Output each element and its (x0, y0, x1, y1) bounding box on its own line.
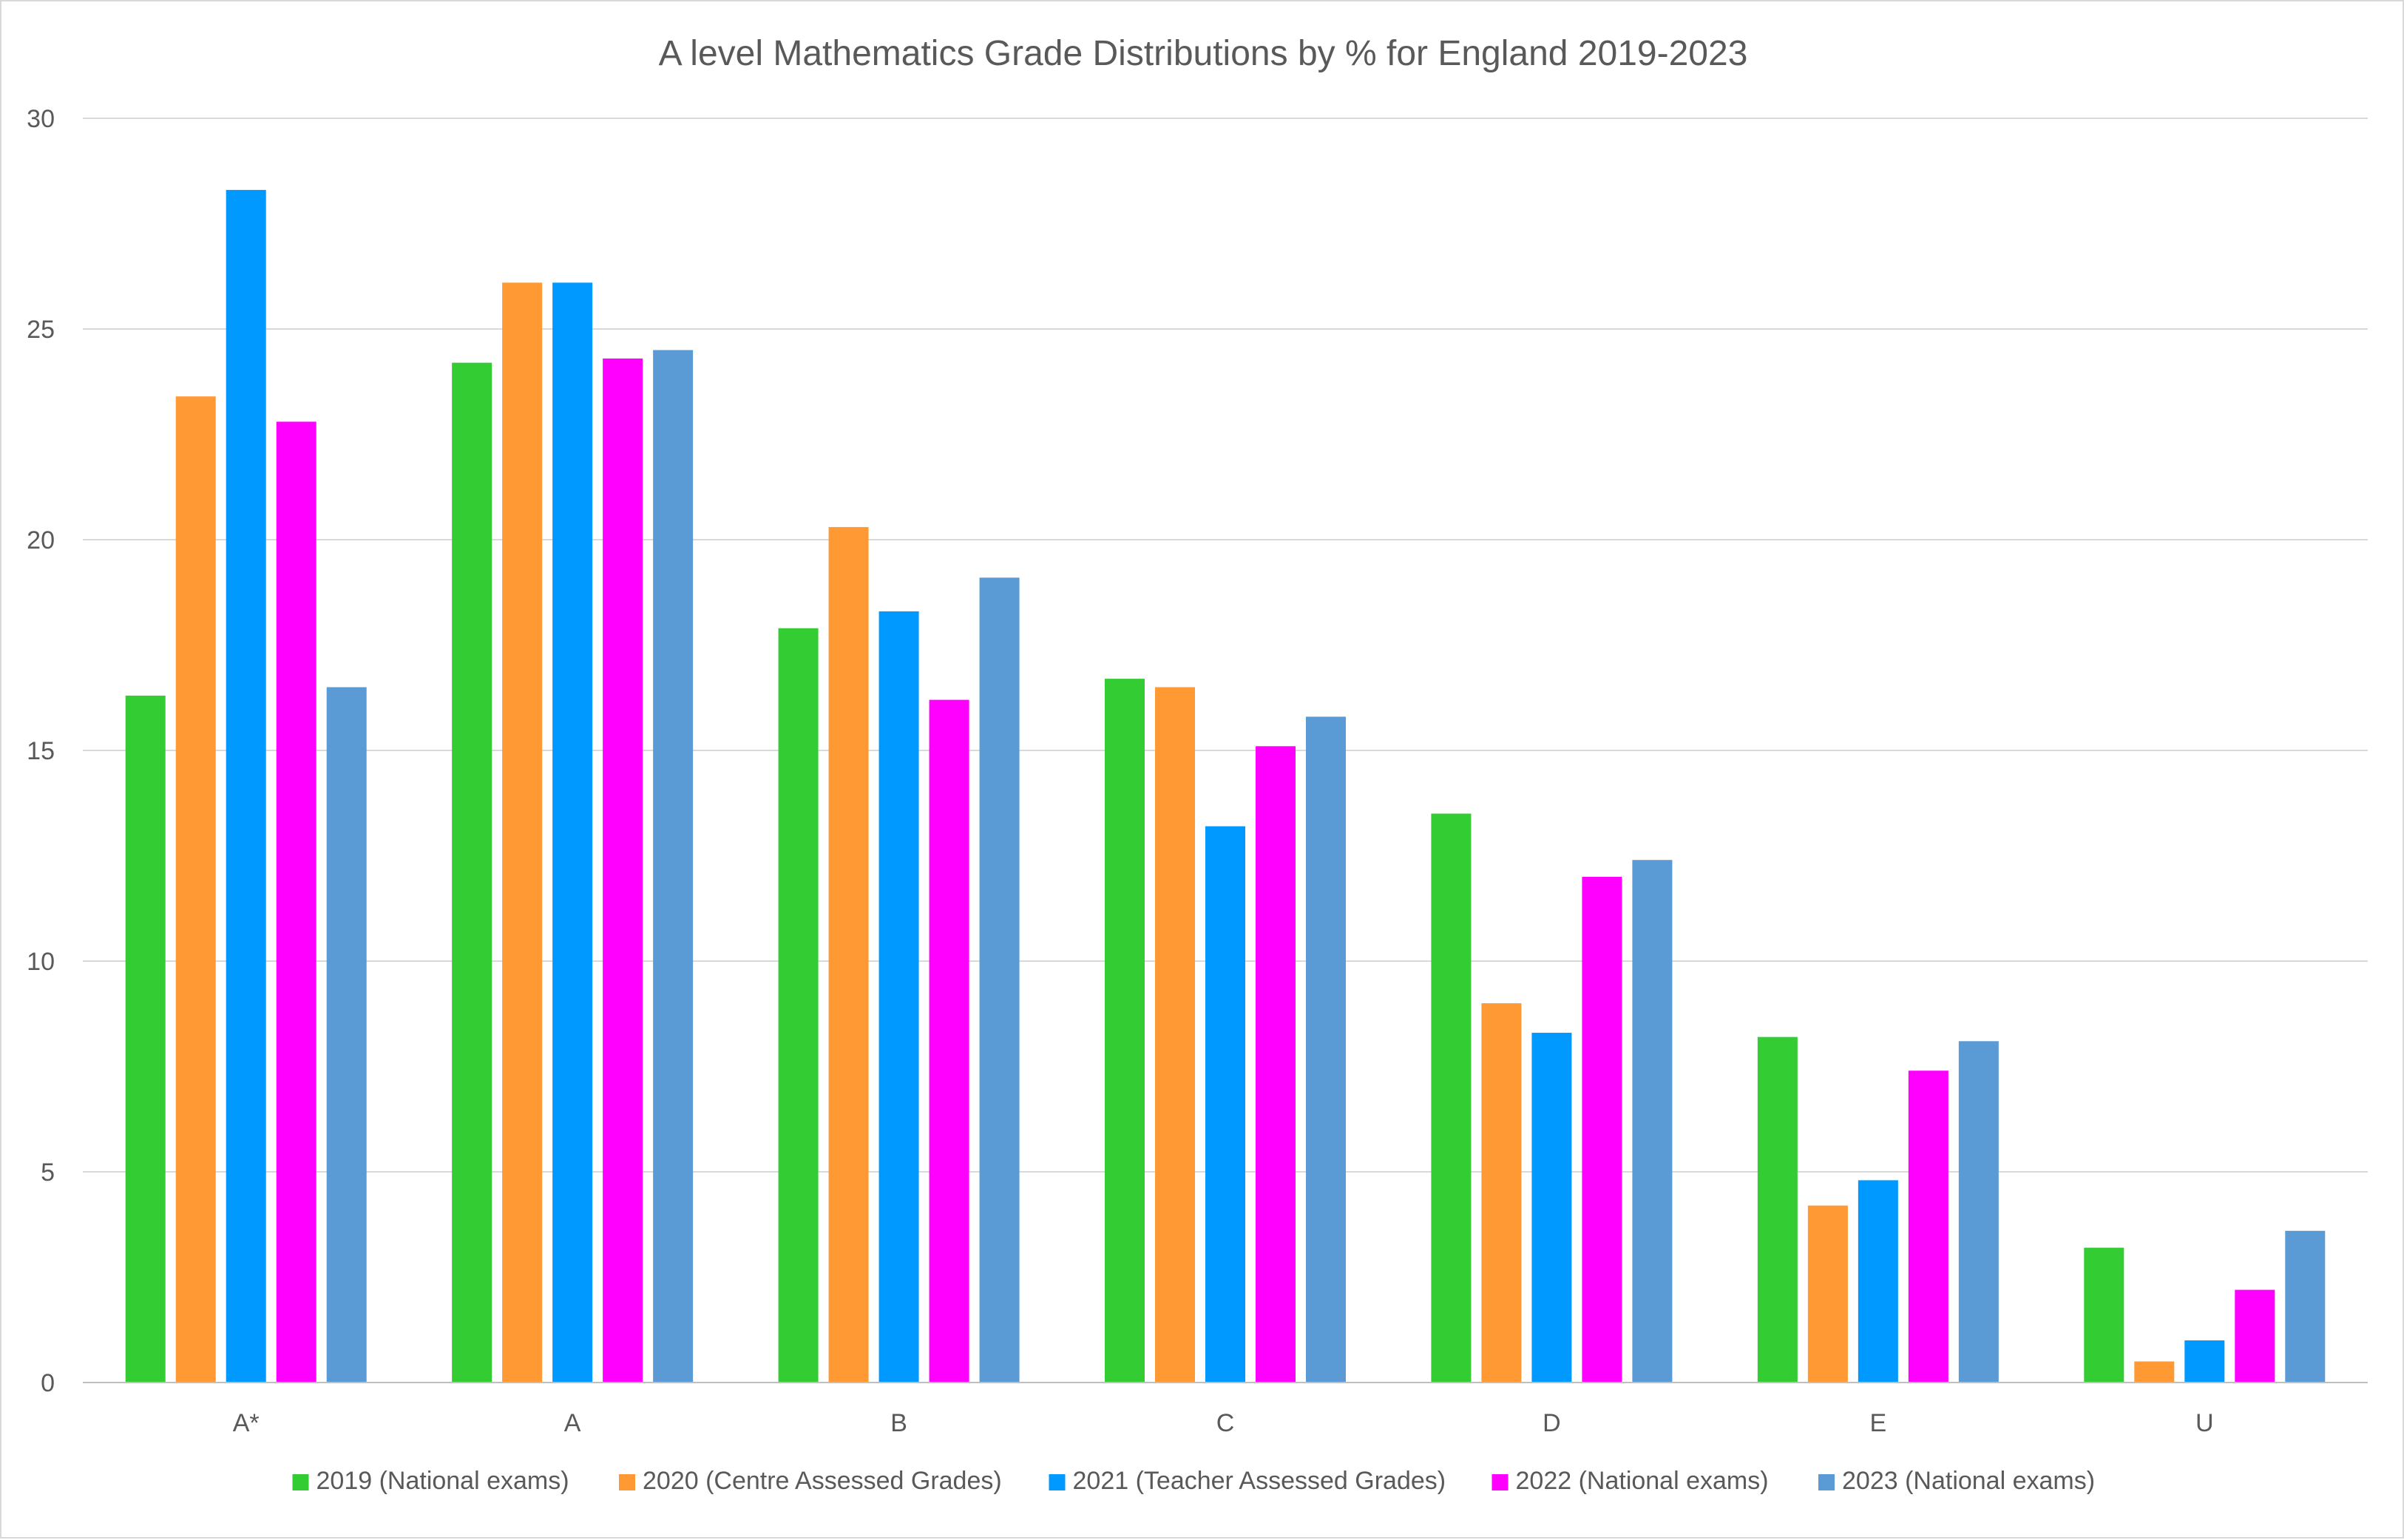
legend-label: 2020 (Centre Assessed Grades) (643, 1467, 1002, 1495)
bar-astar-series-1 (175, 396, 216, 1383)
legend: 2019 (National exams) 2020 (Centre Assess… (292, 1467, 2095, 1495)
bar-u-series-0 (2084, 1247, 2124, 1383)
bar-d-series-1 (1481, 1003, 1522, 1383)
bar-b-series-3 (929, 699, 969, 1383)
bars (125, 189, 2326, 1383)
legend-item: 2019 (National exams) (292, 1467, 569, 1495)
x-axis-ticks: A* A B C D E U (233, 1409, 2214, 1437)
y-tick-label: 30 (27, 105, 55, 133)
x-tick-label: A (564, 1409, 581, 1437)
legend-swatch (1049, 1474, 1066, 1490)
bar-b-series-4 (979, 577, 1020, 1383)
bar-a-series-4 (653, 350, 694, 1383)
bar-d-series-0 (1431, 813, 1472, 1383)
bar-d-series-2 (1531, 1032, 1572, 1383)
bar-b-series-2 (878, 611, 919, 1383)
bar-a-series-1 (502, 282, 543, 1383)
y-tick-label: 25 (27, 316, 55, 344)
legend-swatch (1492, 1474, 1509, 1490)
bar-a-series-2 (552, 282, 593, 1383)
x-tick-label: D (1543, 1409, 1561, 1437)
bar-b-series-1 (828, 526, 869, 1383)
y-tick-label: 15 (27, 737, 55, 765)
legend-item: 2023 (National exams) (1818, 1467, 2095, 1495)
x-tick-label: U (2195, 1409, 2214, 1437)
legend-item: 2020 (Centre Assessed Grades) (619, 1467, 1002, 1495)
legend-swatch (292, 1474, 309, 1490)
bar-a-series-3 (603, 358, 643, 1383)
y-tick-label: 0 (41, 1369, 55, 1397)
bar-c-series-2 (1205, 826, 1245, 1383)
bar-e-series-3 (1908, 1071, 1948, 1383)
bar-u-series-4 (2285, 1230, 2326, 1383)
bar-e-series-4 (1958, 1041, 1999, 1383)
legend-label: 2022 (National exams) (1516, 1467, 1769, 1495)
y-axis-ticks: 0 5 10 15 20 25 30 (27, 105, 55, 1397)
x-tick-label: B (890, 1409, 907, 1437)
legend-item: 2021 (Teacher Assessed Grades) (1049, 1467, 1446, 1495)
bar-e-series-0 (1757, 1037, 1798, 1383)
bar-u-series-2 (2184, 1340, 2225, 1383)
bar-c-series-0 (1105, 679, 1145, 1383)
x-tick-label: A* (233, 1409, 260, 1437)
x-tick-label: E (1870, 1409, 1887, 1437)
bar-c-series-1 (1155, 687, 1195, 1383)
bar-astar-series-0 (125, 695, 166, 1383)
bar-d-series-4 (1632, 860, 1673, 1383)
legend-label: 2021 (Teacher Assessed Grades) (1073, 1467, 1446, 1495)
bar-u-series-1 (2134, 1361, 2175, 1383)
legend-label: 2023 (National exams) (1842, 1467, 2095, 1495)
y-tick-label: 20 (27, 526, 55, 554)
bar-a-series-0 (452, 362, 492, 1383)
bar-astar-series-4 (326, 687, 367, 1383)
chart-title: A level Mathematics Grade Distributions … (659, 34, 1748, 73)
bar-astar-series-3 (276, 421, 316, 1383)
bar-c-series-4 (1306, 716, 1346, 1383)
y-tick-label: 10 (27, 948, 55, 976)
bar-b-series-0 (778, 628, 819, 1383)
bar-e-series-2 (1858, 1180, 1898, 1383)
bar-c-series-3 (1256, 746, 1296, 1383)
legend-item: 2022 (National exams) (1492, 1467, 1769, 1495)
x-tick-label: C (1216, 1409, 1235, 1437)
bar-d-series-3 (1582, 877, 1622, 1383)
legend-swatch (619, 1474, 635, 1490)
bar-e-series-1 (1807, 1205, 1848, 1383)
bar-astar-series-2 (226, 189, 266, 1383)
legend-label: 2019 (National exams) (316, 1467, 569, 1495)
bar-u-series-3 (2235, 1289, 2275, 1383)
legend-swatch (1818, 1474, 1835, 1490)
y-tick-label: 5 (41, 1159, 55, 1187)
